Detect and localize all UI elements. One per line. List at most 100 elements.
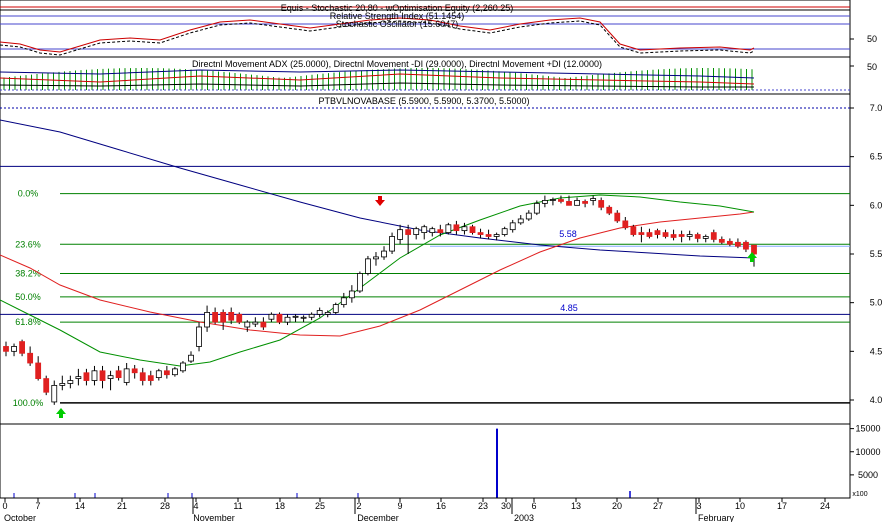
annotation-label: 5.58 [559, 229, 577, 239]
month-label: October [4, 513, 36, 522]
y-tick-label: 5.0 [870, 298, 883, 308]
month-label: December [357, 513, 399, 522]
volume-tick-label: 15000 [855, 424, 880, 434]
candle-body [461, 226, 468, 232]
candle-body [525, 212, 532, 220]
y-tick-label: 7.0 [870, 103, 883, 113]
candle-body [598, 200, 605, 208]
candle-body [99, 370, 106, 381]
candle-body [622, 220, 629, 229]
price-title: PTBVLNOVABASE (5.5900, 5.5900, 5.3700, 5… [319, 96, 530, 106]
candle-body [91, 370, 98, 381]
x-tick-label: 14 [75, 501, 85, 511]
candle-body [356, 273, 363, 292]
candle-body [638, 232, 645, 235]
fib-label: 61.8% [15, 317, 41, 327]
x-tick-label: 23 [478, 501, 488, 511]
candle-body [163, 370, 170, 376]
y-tick-label: 4.0 [870, 395, 883, 405]
candle-body [188, 354, 194, 362]
candle-body [284, 316, 291, 323]
candle-body [43, 378, 50, 393]
blue-ma-line [0, 119, 755, 259]
candle-body [324, 311, 331, 315]
x-tick-label: 21 [117, 501, 127, 511]
candle-body [292, 315, 299, 318]
x-tick-label: 27 [653, 501, 663, 511]
candle-body [212, 311, 219, 323]
dmi-title: Directnl Movement ADX (25.0000), Directn… [192, 59, 602, 69]
x-tick-label: 0 [2, 501, 7, 511]
y-tick-label: 5.5 [870, 249, 883, 259]
buy-arrow [747, 252, 757, 262]
candle-body [155, 370, 162, 379]
red-ma-line [0, 211, 755, 337]
x-tick-label: 17 [777, 501, 787, 511]
candle-body [541, 200, 548, 204]
volume-panel-frame [0, 423, 851, 499]
candle-body [735, 241, 741, 247]
candle-body [397, 229, 404, 240]
candle-body [67, 380, 74, 384]
candle-body [59, 383, 66, 386]
candle-body [252, 321, 259, 325]
x-tick-label: 24 [820, 501, 830, 511]
candle-body [381, 250, 387, 258]
candle-body [348, 290, 355, 299]
candle-body [646, 232, 653, 237]
y-tick-label: 6.5 [870, 152, 883, 162]
volume-tick-label: 5000 [858, 470, 878, 480]
dmi-content [0, 65, 854, 91]
month-label: November [193, 513, 235, 522]
price-content: 0.0% 23.6% 38.2% 50.0% 61.8% 100.0% 5.58 4.85 [0, 107, 850, 418]
candle-body [437, 229, 444, 233]
indicator-title-1: Equis - Stochastic 20,80 - wOptimisation… [281, 3, 514, 13]
candle-body [373, 256, 379, 260]
indicator-title-3: Stochastic Oscillator (15.6047) [336, 19, 459, 29]
candle-body [115, 370, 122, 379]
dmi-axis-label: 50 [867, 62, 877, 72]
candle-body [51, 384, 58, 403]
indicator-axis-label: 50 [867, 34, 877, 44]
x-tick-label: 4 [193, 501, 198, 511]
candle-body [123, 368, 130, 383]
candle-body [172, 368, 178, 376]
candle-body [365, 258, 371, 274]
candle-body [678, 234, 685, 237]
candle-body [751, 244, 757, 255]
candle-body [139, 372, 146, 381]
x-tick-label: 13 [571, 501, 581, 511]
volume-tick-label: 10000 [855, 447, 880, 457]
x-tick-label: 7 [35, 501, 40, 511]
candle-body [453, 224, 460, 232]
candle-body [694, 234, 701, 239]
candle-body [726, 240, 733, 245]
indicator-title-2: Relative Strength Index (51.1454) [330, 11, 465, 21]
candle-body [743, 241, 749, 250]
rsi-line [0, 20, 755, 56]
x-tick-label: 3 [696, 501, 701, 511]
candle-body [686, 234, 693, 237]
candle-body [445, 224, 452, 233]
sell-arrow [375, 196, 385, 206]
di-plus-line [0, 82, 754, 88]
month-label: February [698, 513, 735, 522]
fib-label: 23.6% [15, 239, 41, 249]
candle-body [718, 238, 725, 243]
y-tick-label: 4.5 [870, 346, 883, 356]
candle-body [268, 313, 275, 320]
candle-body [27, 352, 34, 364]
fib-label: 0.0% [18, 189, 39, 199]
x-tick-label: 28 [160, 501, 170, 511]
candle-body [429, 228, 436, 233]
x-tick-label: 30 [501, 501, 511, 511]
fib-label: 100.0% [13, 398, 44, 408]
fib-label: 50.0% [15, 292, 41, 302]
candle-body [574, 200, 580, 206]
indicator-lines [0, 6, 854, 56]
candle-body [590, 198, 597, 201]
candle-body [477, 232, 484, 235]
x-tick-label: 25 [315, 501, 325, 511]
stochastic-line [0, 17, 755, 53]
di-minus-line [0, 73, 755, 85]
